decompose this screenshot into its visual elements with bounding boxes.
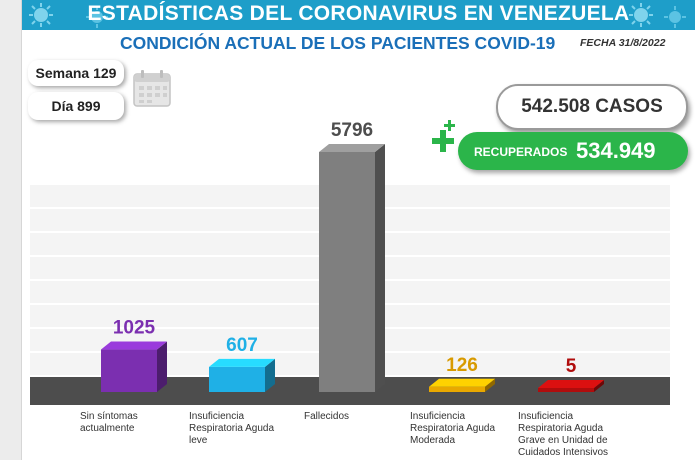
data-label: 5796: [331, 120, 373, 141]
bar-2: [209, 358, 275, 392]
bar-side: [594, 380, 604, 392]
recovered-badge: RECUPERADOS 534.949: [458, 132, 688, 170]
bar-side: [485, 378, 495, 392]
bar-top: [538, 380, 604, 388]
x-tick-label-line: Insuficiencia: [518, 411, 574, 422]
x-tick-label-line: Respiratoria Aguda: [518, 423, 604, 434]
plus-icon: [432, 120, 455, 152]
data-label: 126: [446, 355, 478, 376]
x-tick-label-line: Grave en Unidad de: [518, 435, 608, 446]
recovered-label: RECUPERADOS: [474, 145, 568, 159]
chart-subtitle: CONDICIÓN ACTUAL DE LOS PACIENTES COVID-…: [120, 33, 556, 53]
bar-top: [209, 358, 275, 367]
bar-front: [319, 152, 375, 392]
x-tick-label-line: Respiratoria Aguda: [189, 423, 275, 434]
recovered-value: 534.949: [576, 138, 656, 163]
header-banner: ESTADÍSTICAS DEL CORONAVIRUS EN VENEZUEL…: [22, 0, 695, 30]
week-badge: Semana 129: [28, 60, 124, 86]
day-badge: Día 899: [28, 92, 124, 120]
date-label: FECHA 31/8/2022: [580, 37, 666, 49]
x-tick-label-line: Insuficiencia: [410, 411, 466, 422]
x-tick-label: Fallecidos: [304, 411, 414, 423]
bar-4: [429, 378, 495, 392]
x-tick-label: Insuficiencia Respiratoria Aguda Grave en …: [518, 411, 628, 459]
bar-side: [157, 341, 167, 392]
x-tick-label-line: Cuidados Intensivos: [518, 447, 609, 458]
virus-icon: [629, 3, 653, 27]
data-label: 607: [226, 335, 258, 356]
x-tick-label-line: Insuficiencia: [189, 411, 245, 422]
x-tick-label-line: leve: [189, 435, 208, 446]
x-tick-label-line: actualmente: [80, 423, 135, 434]
calendar-icon: [133, 70, 171, 107]
bar-front: [538, 388, 594, 392]
bar-5: [538, 380, 604, 392]
virus-icon: [29, 3, 53, 27]
bar-side: [375, 144, 385, 392]
bar-top: [319, 144, 385, 152]
x-tick-label: Insuficiencia Respiratoria Aguda Moderada: [410, 411, 520, 447]
bar-front: [101, 349, 157, 392]
virus-icon: [86, 6, 108, 28]
left-edge: [0, 0, 22, 460]
x-tick-label-line: Respiratoria Aguda: [410, 423, 496, 434]
bar-3: [319, 144, 385, 392]
x-tick-label-line: Fallecidos: [304, 411, 350, 422]
bar-front: [209, 366, 265, 392]
virus-icon: [664, 6, 686, 28]
bar-top: [101, 341, 167, 350]
bar-top: [429, 378, 495, 387]
bar-1: [101, 341, 167, 392]
total-cases-badge: 542.508 CASOS: [496, 84, 688, 130]
bar-front: [429, 386, 485, 392]
data-label: 5: [566, 356, 577, 377]
x-tick-label-line: Sin síntomas: [80, 411, 138, 422]
x-tick-label: Insuficiencia Respiratoria Aguda leve: [189, 411, 299, 447]
page-title: ESTADÍSTICAS DEL CORONAVIRUS EN VENEZUEL…: [87, 2, 630, 25]
data-label: 1025: [113, 318, 156, 339]
x-tick-label: Sin síntomas actualmente: [80, 411, 190, 435]
bar-side: [265, 358, 275, 392]
x-tick-label-line: Moderada: [410, 435, 456, 446]
